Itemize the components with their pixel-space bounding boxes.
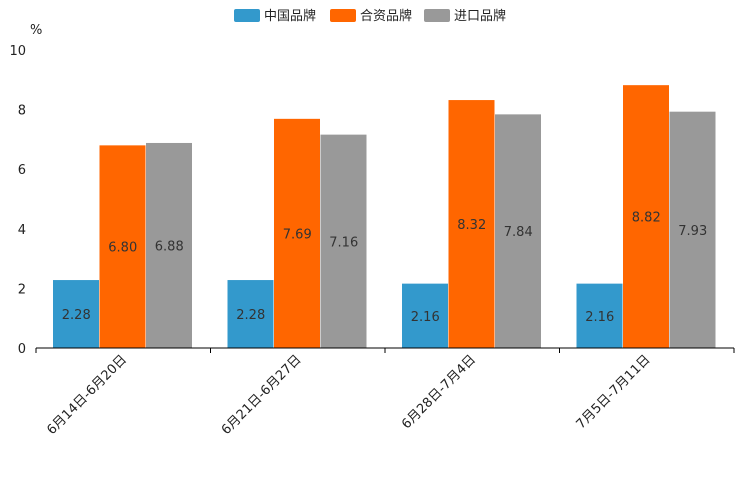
y-tick-label-2: 4 xyxy=(18,223,26,238)
legend-label-0[interactable]: 中国品牌 xyxy=(264,8,316,24)
bar-2-1[interactable] xyxy=(320,134,367,348)
legend-swatch-2[interactable] xyxy=(424,9,450,22)
bar-value-label-0-2: 2.16 xyxy=(411,310,440,325)
x-axis: 6月14日-6月20日 6月21日-6月27日 6月28日-7月4日 7月5日-7月1… xyxy=(35,347,735,438)
bar-1-0[interactable] xyxy=(99,145,146,348)
bar-2-0[interactable] xyxy=(146,142,192,348)
bar-0-2[interactable] xyxy=(402,283,448,348)
bar-value-label-1-3: 8.82 xyxy=(632,211,661,226)
bar-value-label-1-0: 6.80 xyxy=(108,241,137,256)
x-tick-label-2: 6月28日-7月4日 xyxy=(399,352,479,432)
bar-0-0[interactable] xyxy=(53,280,99,348)
bar-value-label-0-1: 2.28 xyxy=(236,308,265,323)
bar-0-3[interactable] xyxy=(576,283,623,348)
bar-2-2[interactable] xyxy=(495,114,541,348)
bar-value-label-2-0: 6.88 xyxy=(155,239,184,254)
legend-label-1[interactable]: 合资品牌 xyxy=(360,8,412,24)
y-tick-label-4: 8 xyxy=(18,104,26,119)
y-tick-label-1: 2 xyxy=(18,282,26,297)
legend-swatch-1[interactable] xyxy=(330,9,356,22)
bar-value-label-2-2: 7.84 xyxy=(504,225,533,240)
x-tick-label-1: 6月21日-6月27日 xyxy=(219,352,305,438)
x-tick-label-3: 7月5日-7月11日 xyxy=(574,352,654,432)
legend: 中国品牌 合资品牌 进口品牌 xyxy=(234,8,506,24)
bar-value-label-1-2: 8.32 xyxy=(457,218,486,233)
bar-1-2[interactable] xyxy=(448,100,495,349)
y-tick-label-3: 6 xyxy=(18,163,26,178)
y-tick-label-5: 10 xyxy=(9,44,26,59)
legend-label-2[interactable]: 进口品牌 xyxy=(454,8,506,24)
bar-value-label-0-3: 2.16 xyxy=(585,310,614,325)
bar-value-label-2-1: 7.16 xyxy=(329,235,358,250)
bar-value-label-0-0: 2.28 xyxy=(62,308,91,323)
bars: 2.28 6.80 6.88 2.28 7.69 7.16 2.16 8.32 7.84 2.16… xyxy=(53,85,716,349)
bar-1-1[interactable] xyxy=(274,118,320,348)
bar-2-3[interactable] xyxy=(669,111,716,348)
bar-value-label-2-3: 7.93 xyxy=(678,224,707,239)
bar-1-3[interactable] xyxy=(623,85,669,348)
legend-swatch-0[interactable] xyxy=(234,9,260,22)
bar-0-1[interactable] xyxy=(227,280,274,348)
x-tick-label-0: 6月14日-6月20日 xyxy=(44,352,130,438)
y-axis: 0 2 4 6 8 10 xyxy=(9,44,26,357)
y-tick-label-0: 0 xyxy=(18,342,26,357)
y-unit-label: % xyxy=(30,23,42,38)
bar-value-label-1-1: 7.69 xyxy=(283,227,312,242)
